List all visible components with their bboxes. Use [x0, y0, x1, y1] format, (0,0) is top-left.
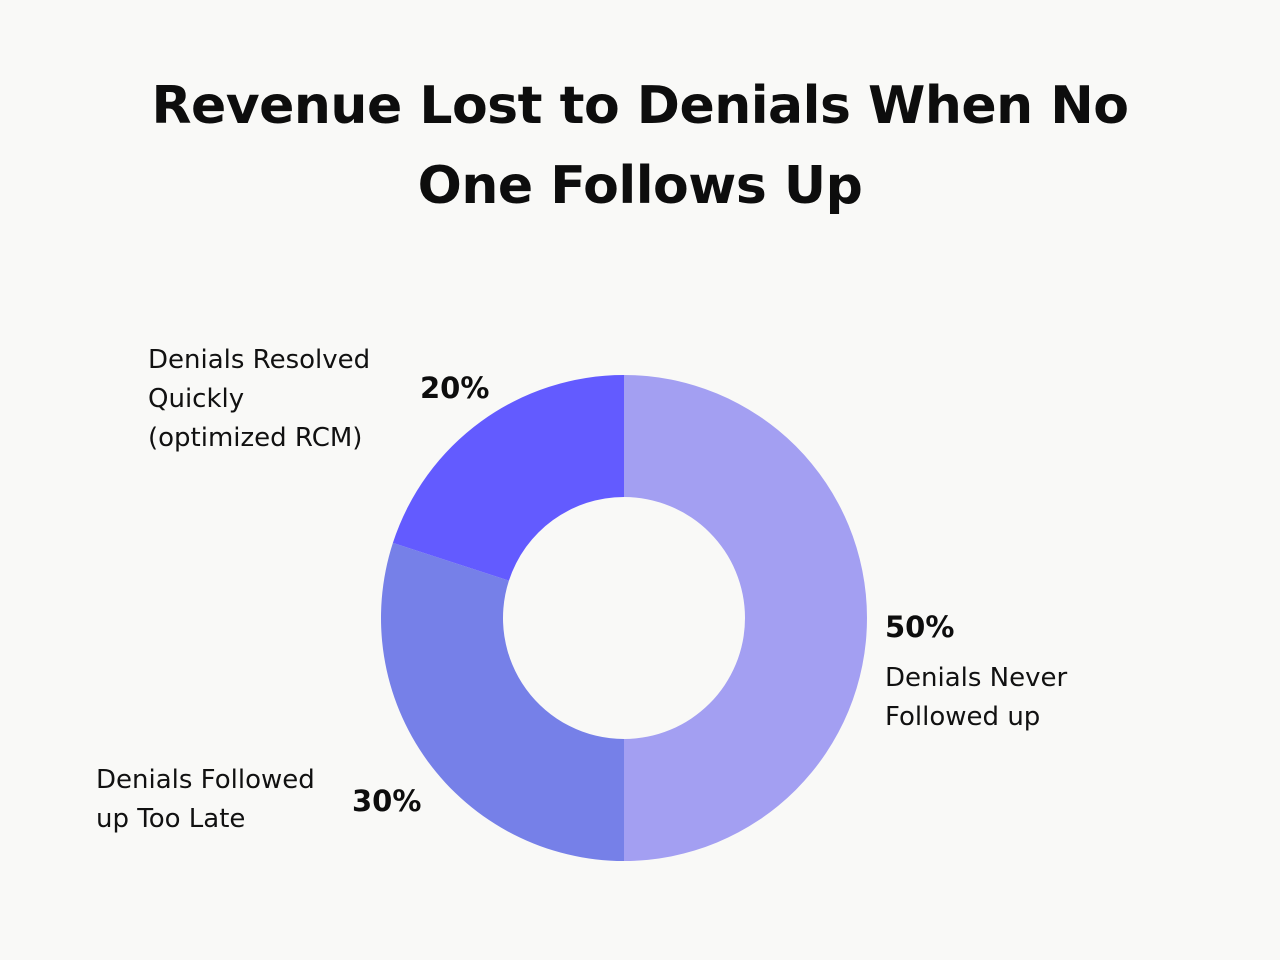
slice-value-label-never-followed-up: 50%: [885, 610, 955, 644]
slice-value-label-resolved-quickly: 20%: [420, 371, 490, 405]
chart-title: Revenue Lost to Denials When No One Foll…: [151, 76, 1129, 216]
slice-resolved-quickly: [392, 375, 624, 581]
slice-never-followed-up: [624, 375, 867, 861]
slice-category-label-resolved-quickly: Denials Resolved Quickly (optimized RCM): [148, 345, 371, 453]
slice-category-label-never-followed-up: Denials Never Followed up: [885, 663, 1068, 732]
slice-category-label-followed-up-too-late: Denials Followed up Too Late: [96, 765, 315, 834]
donut-slices: [380, 375, 867, 861]
slice-followed-up-too-late: [380, 542, 624, 861]
slice-value-label-followed-up-too-late: 30%: [352, 784, 422, 818]
